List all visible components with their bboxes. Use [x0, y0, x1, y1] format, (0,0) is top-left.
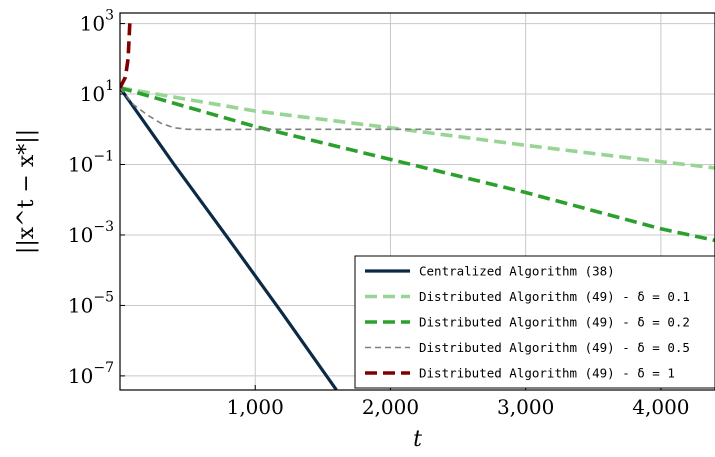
y-tick-label: 103: [80, 8, 114, 36]
x-tick-label: 4,000: [632, 395, 689, 419]
legend-label: Centralized Algorithm (38): [419, 264, 615, 279]
legend-label: Distributed Algorithm (49) - δ = 0.1: [419, 289, 690, 304]
legend-box: [354, 255, 715, 389]
x-tick-label: 1,000: [227, 395, 284, 419]
y-tick-label: 101: [80, 78, 114, 106]
series-line-4: [120, 87, 715, 131]
y-ticks: 103 101 10−1 10−3 10−5 10−7: [68, 8, 125, 388]
y-tick-label: 10−3: [68, 219, 114, 247]
y-axis-label: ||x^t − x*||: [14, 129, 39, 254]
series-line-2: [120, 86, 715, 170]
legend-label: Distributed Algorithm (49) - δ = 0.2: [419, 315, 690, 330]
series-line-5: [120, 17, 132, 89]
y-tick-label: 10−1: [68, 149, 114, 177]
legend-label: Distributed Algorithm (49) - δ = 1: [419, 366, 675, 381]
x-tick-label: 2,000: [362, 395, 419, 419]
x-ticks: 1,000 2,000 3,000 4,000: [227, 385, 690, 419]
series-line-1: [120, 86, 338, 390]
x-tick-label: 3,000: [497, 395, 554, 419]
plot-frame: [119, 12, 715, 391]
series-group: [120, 17, 715, 390]
y-tick-label: 10−7: [68, 360, 114, 388]
y-tick-label: 10−5: [68, 289, 114, 317]
legend: Centralized Algorithm (38) Distributed Al…: [354, 255, 715, 389]
legend-label: Distributed Algorithm (49) - δ = 0.5: [419, 340, 690, 355]
series-line-3: [120, 86, 715, 243]
x-axis-label: t: [413, 427, 422, 452]
